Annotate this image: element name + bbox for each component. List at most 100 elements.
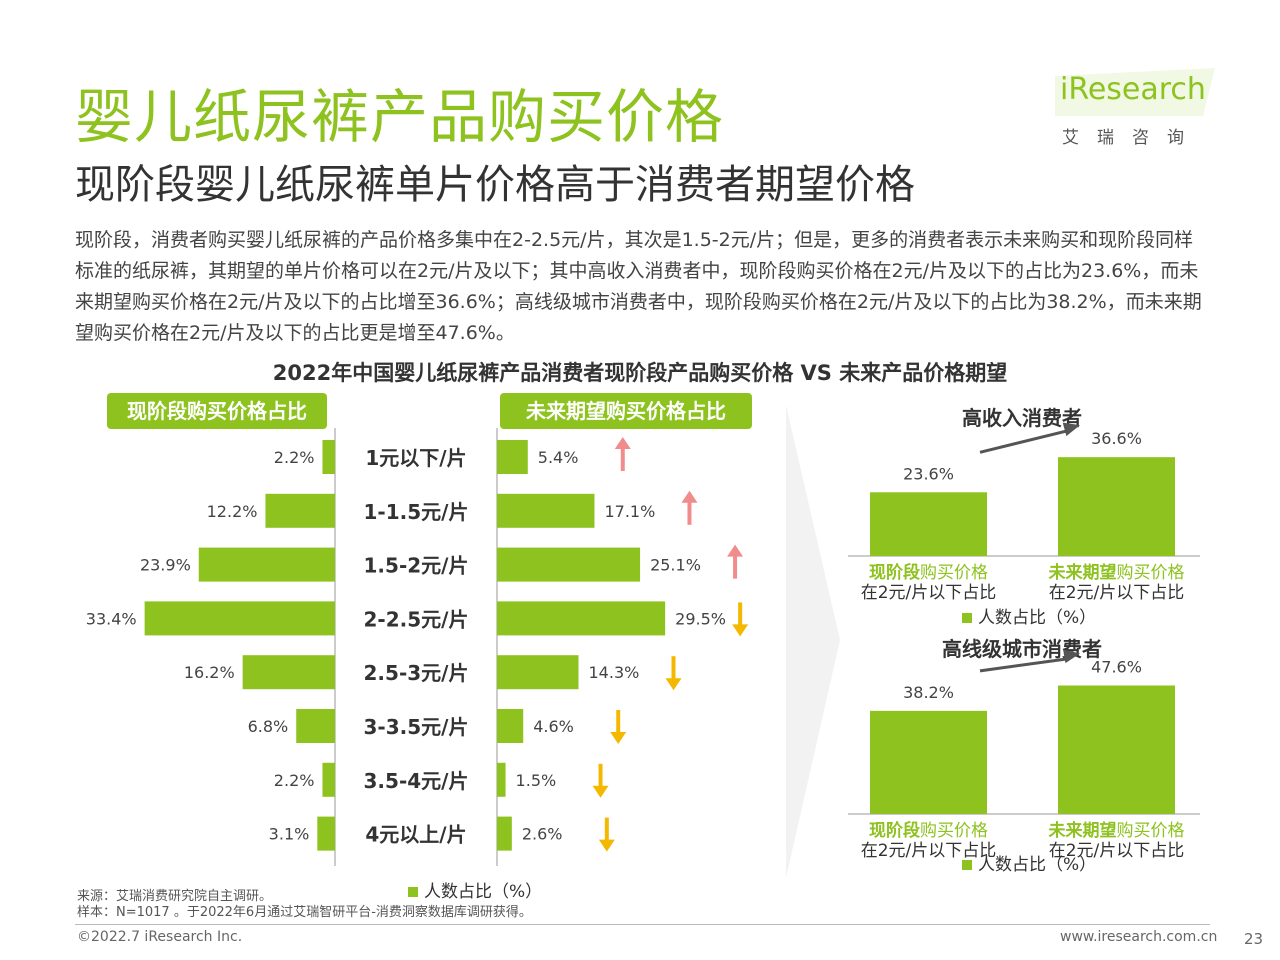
small-legend-swatch-1 bbox=[962, 613, 972, 623]
intro-paragraph: 现阶段，消费者购买婴儿纸尿裤的产品价格多集中在2-2.5元/片，其次是1.5-2… bbox=[75, 229, 1202, 344]
trend-down-arrow-6 bbox=[592, 785, 609, 798]
xlabel-rest: 购买价格 bbox=[920, 821, 988, 841]
bar-future-7 bbox=[497, 816, 512, 851]
iresearch-logo-badge bbox=[1055, 68, 1215, 116]
small-xlabel-line2-1-1: 在2元/片以下占比 bbox=[1049, 583, 1185, 603]
category-7: 4元以上/片 bbox=[365, 823, 466, 847]
page-subtitle: 现阶段婴儿纸尿裤单片价格高于消费者期望价格 bbox=[75, 162, 915, 208]
label-current-4: 16.2% bbox=[184, 663, 235, 682]
label-future-0: 5.4% bbox=[538, 448, 579, 467]
small-legend-swatch-2 bbox=[962, 860, 972, 870]
small-xlabel-2-0: 现阶段购买价格 bbox=[869, 820, 988, 841]
bar-future-2 bbox=[497, 547, 641, 582]
trend-down-arrow-3 bbox=[732, 624, 749, 637]
small-xlabel-line2-2-0: 在2元/片以下占比 bbox=[861, 841, 997, 861]
bar-current-5 bbox=[296, 709, 335, 743]
bar-future-3 bbox=[497, 601, 666, 636]
category-1: 1-1.5元/片 bbox=[364, 500, 469, 524]
small-xlabel-1-0: 现阶段购买价格 bbox=[869, 562, 988, 583]
label-future-2: 25.1% bbox=[650, 556, 701, 575]
bar-future-1 bbox=[497, 493, 595, 528]
small-trend-arrow-1 bbox=[1062, 422, 1080, 437]
small-bar-label-2-1: 47.6% bbox=[1091, 657, 1142, 676]
right-header: 未来期望购买价格占比 bbox=[500, 393, 752, 429]
category-4: 2.5-3元/片 bbox=[364, 661, 469, 685]
small-chart-title-1: 高收入消费者 bbox=[962, 406, 1082, 430]
small-bar-2-0 bbox=[870, 710, 987, 814]
small-legend-1: 人数占比（%） bbox=[978, 608, 1096, 628]
small-legend-2: 人数占比（%） bbox=[978, 855, 1096, 875]
label-current-2: 23.9% bbox=[140, 556, 191, 575]
legend-label: 人数占比（%） bbox=[424, 882, 543, 902]
source-note: 来源：艾瑞消费研究院自主调研。 样本：N=1017 。于2022年6月通过艾瑞智… bbox=[77, 889, 532, 921]
main-legend: 人数占比（%） bbox=[408, 877, 542, 902]
small-xlabel-2-1: 未来期望购买价格 bbox=[1048, 820, 1185, 841]
small-xlabel-line2-2-1: 在2元/片以下占比 bbox=[1049, 841, 1185, 861]
bar-current-0 bbox=[322, 440, 335, 474]
bar-future-6 bbox=[497, 762, 506, 797]
bar-current-6 bbox=[322, 762, 335, 797]
category-0: 1元以下/片 bbox=[365, 446, 466, 470]
label-current-6: 2.2% bbox=[274, 771, 315, 790]
category-6: 3.5-4元/片 bbox=[364, 769, 469, 793]
chevron-divider bbox=[786, 405, 840, 878]
xlabel-highlight: 未来期望 bbox=[1048, 820, 1117, 841]
label-future-3: 29.5% bbox=[675, 609, 726, 628]
category-3: 2-2.5元/片 bbox=[364, 607, 469, 631]
left-header: 现阶段购买价格占比 bbox=[107, 393, 327, 429]
label-current-3: 33.4% bbox=[86, 609, 137, 628]
bar-current-4 bbox=[242, 655, 335, 690]
copyright: ©2022.7 iResearch Inc. bbox=[77, 929, 243, 945]
small-trend-arrow-2 bbox=[1063, 649, 1080, 664]
xlabel-rest: 购买价格 bbox=[1117, 563, 1185, 583]
label-current-7: 3.1% bbox=[269, 825, 310, 844]
small-xlabel-1-1: 未来期望购买价格 bbox=[1048, 562, 1185, 583]
small-xlabel-line2-1-0: 在2元/片以下占比 bbox=[861, 583, 997, 603]
bar-future-0 bbox=[497, 440, 528, 474]
small-bar-1-0 bbox=[870, 492, 987, 556]
logo-text: iResearch bbox=[1060, 72, 1206, 107]
footer-divider bbox=[75, 924, 1210, 925]
trend-up-arrow-1 bbox=[681, 490, 698, 503]
bar-future-4 bbox=[497, 655, 579, 690]
category-2: 1.5-2元/片 bbox=[364, 554, 469, 578]
small-bar-label-1-0: 23.6% bbox=[903, 464, 954, 483]
chart-title: 2022年中国婴儿纸尿裤产品消费者现阶段产品购买价格 VS 未来产品价格期望 bbox=[272, 361, 1008, 385]
small-bar-2-1 bbox=[1058, 685, 1175, 814]
sample-text: 样本：N=1017 。于2022年6月通过艾瑞智研平台-消费洞察数据库调研获得。 bbox=[77, 905, 532, 920]
page-title: 婴儿纸尿裤产品购买价格 bbox=[75, 83, 725, 151]
bar-current-1 bbox=[265, 493, 335, 528]
label-future-6: 1.5% bbox=[516, 771, 557, 790]
trend-down-arrow-7 bbox=[598, 839, 615, 852]
trend-up-arrow-2 bbox=[727, 544, 744, 557]
xlabel-rest: 购买价格 bbox=[920, 563, 988, 583]
logo-cn: 艾瑞咨询 bbox=[1062, 128, 1202, 148]
trend-down-arrow-5 bbox=[610, 732, 627, 744]
label-current-5: 6.8% bbox=[248, 717, 289, 736]
small-bar-1-1 bbox=[1058, 457, 1175, 556]
bar-future-5 bbox=[497, 709, 524, 743]
legend-swatch bbox=[408, 887, 418, 897]
bar-current-2 bbox=[198, 547, 335, 582]
label-future-4: 14.3% bbox=[589, 663, 640, 682]
label-future-5: 4.6% bbox=[533, 717, 574, 736]
xlabel-rest: 购买价格 bbox=[1117, 821, 1185, 841]
small-chart-title-2: 高线级城市消费者 bbox=[942, 637, 1102, 661]
xlabel-highlight: 现阶段 bbox=[869, 820, 920, 841]
bar-current-7 bbox=[317, 816, 335, 851]
xlabel-highlight: 未来期望 bbox=[1048, 562, 1117, 583]
label-future-7: 2.6% bbox=[522, 825, 563, 844]
small-trend-arrow-shaft-2 bbox=[979, 656, 1071, 673]
small-bar-label-1-1: 36.6% bbox=[1091, 429, 1142, 448]
label-future-1: 17.1% bbox=[604, 502, 655, 521]
category-5: 3-3.5元/片 bbox=[364, 715, 469, 739]
small-bar-label-2-0: 38.2% bbox=[903, 683, 954, 702]
xlabel-highlight: 现阶段 bbox=[869, 562, 920, 583]
small-trend-arrow-shaft-1 bbox=[979, 428, 1071, 454]
label-current-1: 12.2% bbox=[207, 502, 258, 521]
trend-down-arrow-4 bbox=[665, 678, 682, 691]
bar-current-3 bbox=[144, 601, 335, 636]
website: www.iresearch.com.cn bbox=[1060, 929, 1218, 945]
label-current-0: 2.2% bbox=[274, 448, 315, 467]
